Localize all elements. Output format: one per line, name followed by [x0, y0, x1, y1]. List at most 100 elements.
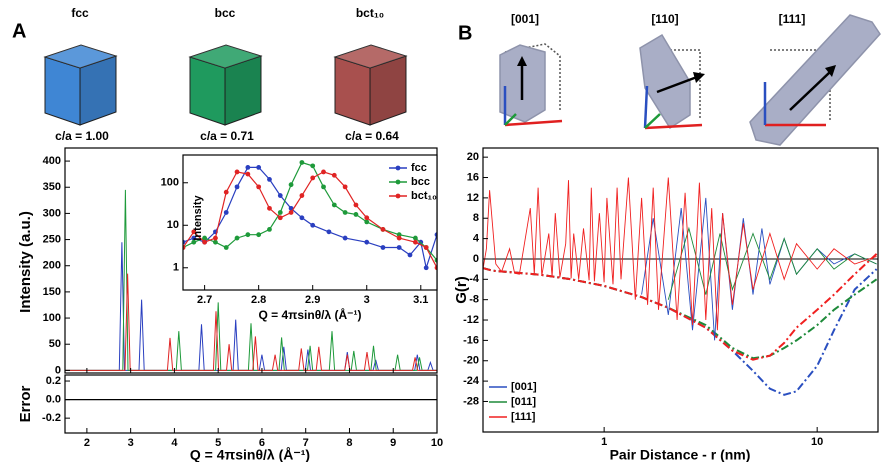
cube-shade	[190, 45, 261, 68]
x-tick-label: 9	[390, 437, 396, 449]
x-tick-label: 3	[364, 294, 370, 306]
marker	[223, 210, 229, 215]
marker	[267, 226, 272, 232]
marker	[202, 239, 208, 245]
y-tick-label: 300	[43, 207, 61, 219]
y-tick-label: 0	[55, 364, 61, 376]
rod-sketch	[639, 33, 705, 130]
orientation-label: [110]	[651, 12, 678, 26]
marker	[310, 163, 316, 169]
structure-ratio: c/a = 0.64	[345, 129, 399, 143]
structure-ratio: c/a = 1.00	[55, 129, 109, 143]
axes-frame	[64, 374, 438, 434]
axes-frame	[182, 154, 438, 291]
baseline-curve	[483, 267, 878, 360]
y-tick-label: 250	[43, 233, 61, 245]
y-tick-label: 0.0	[46, 393, 61, 405]
structure-name: bct₁₀	[356, 6, 384, 20]
legend-label: fcc	[411, 162, 427, 174]
rod-sketch	[749, 14, 881, 146]
legend-label: [001]	[511, 381, 537, 393]
marker	[277, 193, 283, 198]
panel-label: A	[12, 20, 26, 42]
baseline-curve	[483, 267, 878, 396]
panel-label: B	[458, 22, 472, 44]
marker	[364, 215, 370, 221]
y-tick-label: 100	[161, 177, 179, 189]
legend-label: bcc	[411, 176, 430, 188]
marker	[277, 215, 283, 221]
marker	[191, 235, 197, 241]
x-tick-label: 6	[259, 437, 265, 449]
marker	[342, 184, 348, 190]
x-axis-title: Q = 4πsinθ/λ (Å⁻¹)	[258, 307, 361, 322]
y-tick-label: -8	[469, 294, 479, 306]
marker	[396, 232, 402, 238]
y-tick-label: 100	[43, 312, 61, 324]
baseline-curve	[483, 253, 878, 361]
y-tick-label: 400	[43, 155, 61, 167]
marker	[423, 245, 429, 250]
x-tick-label: 4	[171, 437, 178, 449]
cube	[333, 44, 408, 126]
x-tick-label: 2.8	[251, 294, 266, 306]
marker	[342, 210, 348, 215]
marker	[353, 212, 359, 217]
legend-marker	[395, 165, 401, 171]
cube-face	[43, 44, 118, 69]
x-tick-label: 8	[346, 437, 352, 449]
y-tick-label: 0.2	[46, 375, 61, 387]
y-tick-label: 20	[467, 151, 479, 163]
x-tick-label: 10	[811, 436, 823, 448]
orientation-label: [111]	[779, 12, 806, 26]
y-tick-label: 200	[43, 260, 61, 272]
x-tick-label: 3.1	[413, 294, 428, 306]
cube-face	[44, 56, 81, 126]
cube-shade	[225, 56, 261, 125]
legend-label: [111]	[511, 411, 536, 423]
marker	[245, 164, 251, 170]
cube-face	[188, 44, 263, 69]
y-tick-label: -24	[463, 375, 480, 387]
y-tick-label: -12	[463, 314, 479, 326]
legend-marker	[395, 193, 401, 199]
y-tick-label: 12	[467, 192, 479, 204]
marker	[256, 164, 262, 170]
marker	[299, 160, 305, 165]
marker	[396, 245, 402, 250]
x-tick-label: 3	[128, 437, 134, 449]
marker	[277, 210, 283, 215]
series-line	[65, 189, 437, 371]
rod-sketch	[499, 43, 563, 127]
series-line	[483, 177, 877, 331]
marker	[213, 235, 218, 241]
y-tick-label: 16	[467, 171, 479, 183]
series-line	[183, 166, 437, 271]
y-axis-title: Intensity (a.u.)	[17, 211, 34, 313]
plot-area	[65, 189, 437, 371]
plot-area	[183, 160, 437, 271]
marker	[288, 210, 294, 215]
x-tick-label: 10	[431, 437, 443, 449]
legend-label: [011]	[511, 396, 536, 408]
marker	[342, 235, 348, 241]
marker	[299, 215, 305, 221]
y-tick-label: 4	[473, 233, 480, 245]
marker	[191, 239, 197, 245]
y-tick-label: 350	[43, 181, 61, 193]
y-axis-title: Intensity	[192, 195, 204, 241]
marker	[234, 184, 240, 190]
cube-face	[333, 44, 408, 69]
marker	[213, 239, 218, 245]
cube-face	[334, 56, 371, 126]
y-tick-label: 0	[473, 253, 479, 265]
y-tick-label: -20	[463, 355, 479, 367]
marker	[364, 239, 370, 245]
marker	[353, 202, 359, 208]
y-axis-title: Error	[17, 386, 34, 423]
marker	[310, 175, 316, 181]
x-tick-label: 2	[84, 437, 90, 449]
inset-background	[183, 155, 437, 290]
marker	[223, 189, 229, 195]
